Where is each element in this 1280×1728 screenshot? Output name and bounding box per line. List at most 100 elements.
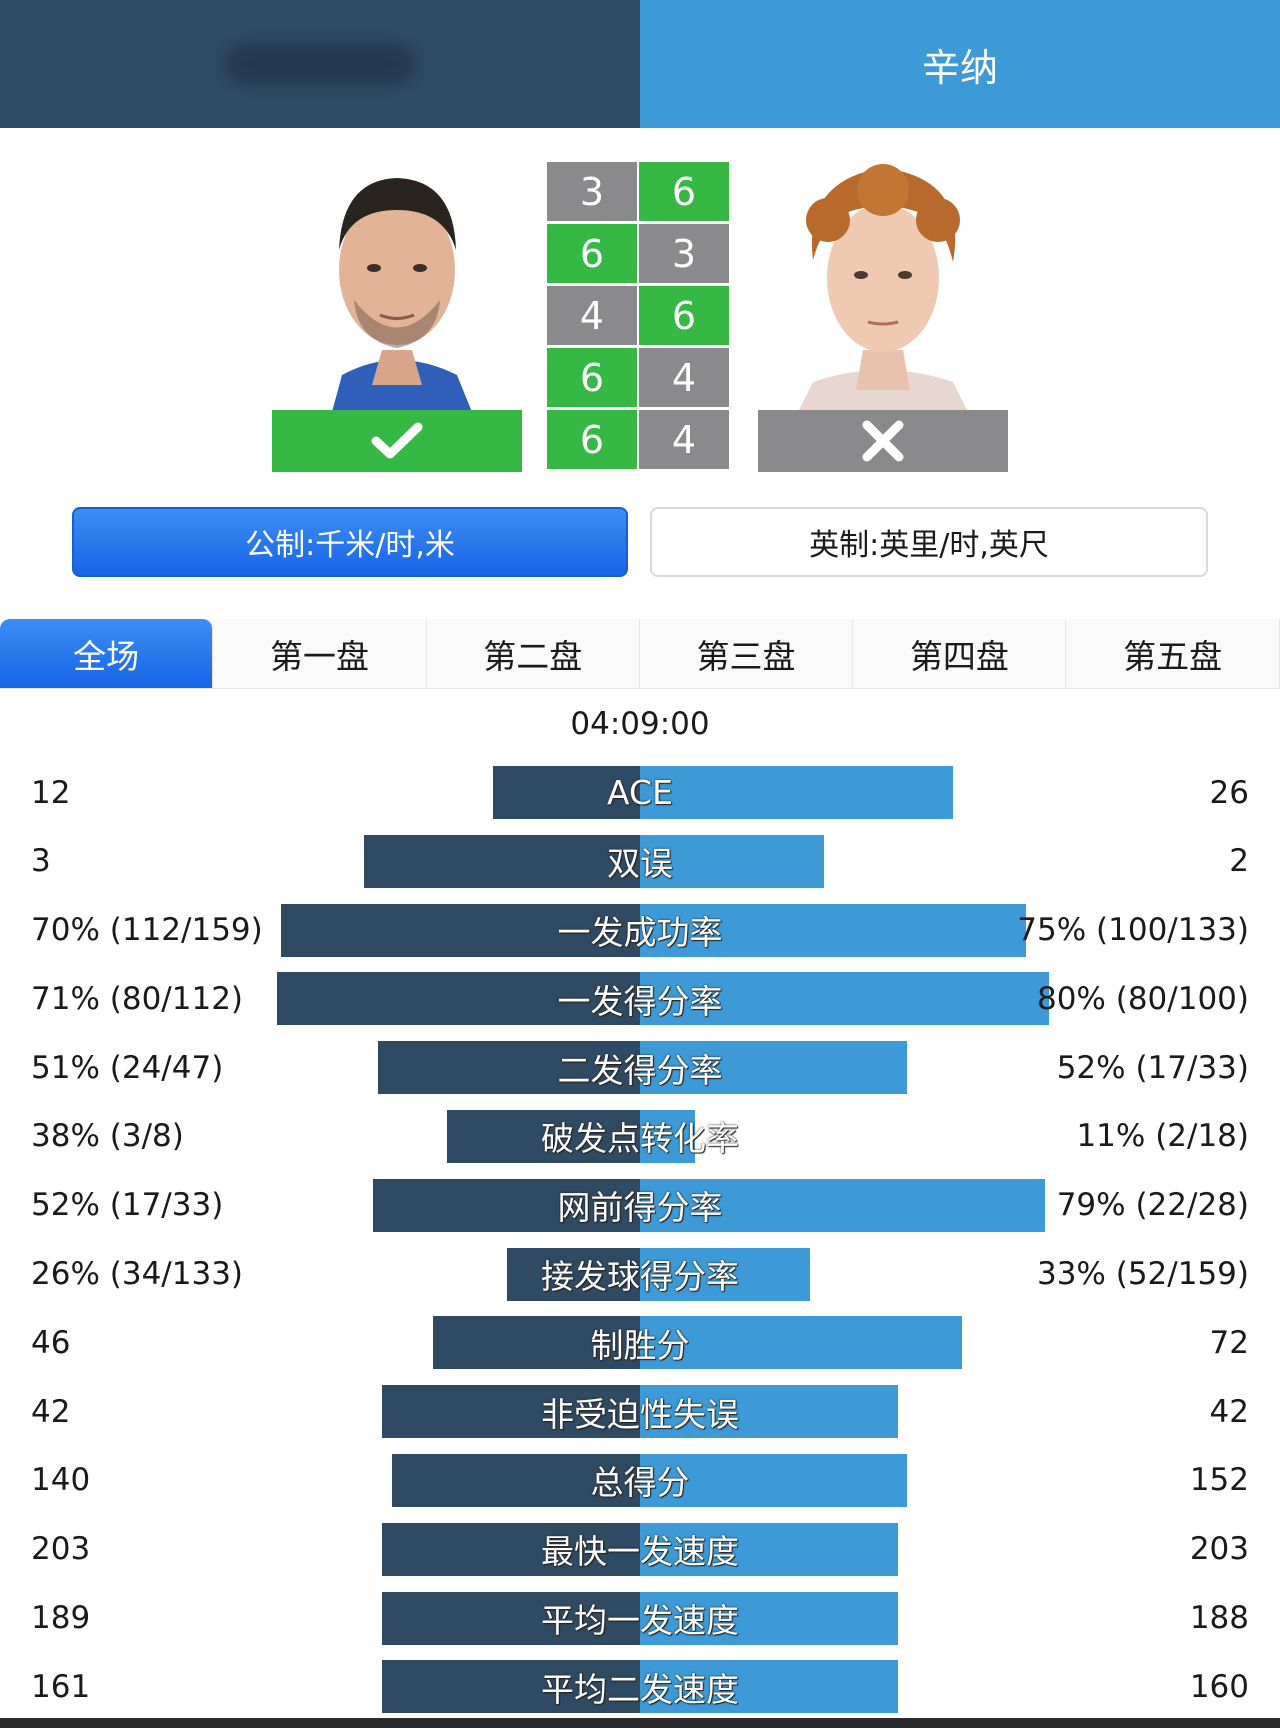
tab-2[interactable]: 第二盘 [426, 619, 640, 689]
cross-icon [862, 420, 904, 462]
stat-label: 破发点转化率 [541, 1119, 739, 1159]
stat-row: 161 160 平均二发速度 [0, 1654, 1280, 1723]
stat-value-left: 71% (80/112) [31, 980, 244, 1017]
tab-0[interactable]: 全场 [0, 619, 214, 689]
stat-bar-right [640, 1109, 695, 1163]
set-score-right: 4 [639, 410, 731, 469]
tab-1[interactable]: 第一盘 [213, 619, 427, 689]
tab-3[interactable]: 第三盘 [639, 619, 854, 689]
stat-row: 42 42 非受迫性失误 [0, 1379, 1280, 1448]
player-right-header: 辛纳 [640, 0, 1280, 128]
stat-row: 46 72 制胜分 [0, 1310, 1280, 1379]
stat-bar-left [277, 972, 640, 1026]
stat-label: 总得分 [590, 1463, 690, 1503]
stat-value-right: 160 [1189, 1668, 1249, 1705]
set-tabs: 全场 第一盘 第二盘 第三盘 第四盘 第五盘 [0, 619, 1280, 689]
stat-bar-left [364, 834, 640, 888]
stat-row: 70% (112/159) 75% (100/133) 一发成功率 [0, 898, 1280, 967]
stat-row: 203 203 最快一发速度 [0, 1517, 1280, 1586]
set-score-right: 6 [639, 162, 731, 221]
stat-bar-right [640, 903, 1026, 957]
match-duration: 04:09:00 [570, 706, 710, 742]
stat-value-left: 38% (3/8) [31, 1118, 184, 1155]
stat-value-left: 46 [31, 1324, 71, 1361]
stat-value-left: 3 [31, 843, 51, 880]
set-score-left: 6 [547, 224, 639, 283]
stat-value-right: 72 [1209, 1324, 1249, 1361]
stat-bar-left [507, 1247, 640, 1301]
stat-label: 双误 [607, 844, 673, 884]
stat-value-left: 140 [31, 1462, 91, 1499]
check-icon [371, 422, 423, 459]
stat-label: 最快一发速度 [541, 1532, 739, 1572]
stat-bar-right [640, 1453, 907, 1507]
stat-value-left: 26% (34/133) [31, 1256, 244, 1293]
stat-label: ACE [607, 773, 673, 812]
stat-label: 二发得分率 [557, 1050, 723, 1090]
stat-label: 网前得分率 [557, 1188, 723, 1228]
match-header: 辛纳 [0, 0, 1280, 128]
stat-value-left: 203 [31, 1531, 91, 1568]
stat-bar-right [640, 834, 824, 888]
stat-value-right: 75% (100/133) [1017, 912, 1249, 949]
stat-value-right: 26 [1209, 774, 1249, 811]
stat-bar-left [382, 1385, 640, 1439]
stat-value-right: 11% (2/18) [1076, 1118, 1249, 1155]
stat-label: 一发得分率 [557, 981, 723, 1021]
stats-table: 12 26 ACE 3 2 双误 70% (112/159) 75% (100/133) 一发成… [0, 760, 1280, 1723]
stat-value-right: 42 [1209, 1393, 1249, 1430]
stat-value-left: 51% (24/47) [31, 1049, 224, 1086]
set-score-right: 6 [639, 286, 731, 345]
set-score-right: 4 [639, 348, 731, 407]
stat-row: 38% (3/8) 11% (2/18) 破发点转化率 [0, 1104, 1280, 1173]
stat-value-right: 33% (52/159) [1036, 1256, 1249, 1293]
stat-bar-right [640, 972, 1049, 1026]
stat-bar-right [640, 1660, 898, 1714]
stat-row: 3 2 双误 [0, 829, 1280, 898]
stat-bar-left [382, 1522, 640, 1576]
stat-bar-right [640, 1385, 898, 1439]
stat-value-left: 189 [31, 1600, 91, 1637]
stat-value-left: 52% (17/33) [31, 1187, 224, 1224]
stat-bar-left [392, 1453, 640, 1507]
stat-value-left: 12 [31, 774, 71, 811]
stat-bar-left [373, 1178, 640, 1232]
metric-units-button[interactable]: 公制:千米/时,米 [72, 507, 628, 577]
player-left-header [0, 0, 640, 128]
stat-value-right: 80% (80/100) [1036, 980, 1249, 1017]
stat-row: 52% (17/33) 79% (22/28) 网前得分率 [0, 1173, 1280, 1242]
stat-label: 制胜分 [590, 1325, 690, 1365]
player-right-portrait-icon [758, 150, 1008, 412]
player-left-win-badge [272, 410, 522, 472]
stat-bar-left [447, 1109, 640, 1163]
player-right-photo [758, 150, 1008, 412]
stat-bar-right [640, 1522, 898, 1576]
stat-value-left: 42 [31, 1393, 71, 1430]
stat-row: 51% (24/47) 52% (17/33) 二发得分率 [0, 1035, 1280, 1104]
player-left-name-blurred [225, 44, 415, 84]
imperial-units-button[interactable]: 英制:英里/时,英尺 [650, 507, 1208, 577]
stat-row: 140 152 总得分 [0, 1448, 1280, 1517]
stat-value-right: 79% (22/28) [1056, 1187, 1249, 1224]
stat-bar-right [640, 1247, 810, 1301]
stat-value-right: 188 [1189, 1600, 1249, 1637]
player-right-name: 辛纳 [921, 45, 998, 90]
set-score-left: 6 [547, 410, 639, 469]
player-left-portrait-icon [272, 150, 522, 412]
tab-4[interactable]: 第四盘 [853, 619, 1067, 689]
set-score-right: 3 [639, 224, 731, 283]
tab-5[interactable]: 第五盘 [1066, 619, 1280, 689]
stat-label: 平均二发速度 [541, 1669, 739, 1709]
set-score-left: 6 [547, 348, 639, 407]
stat-value-right: 2 [1229, 843, 1249, 880]
stat-label: 接发球得分率 [541, 1257, 739, 1297]
stat-bar-right [640, 766, 953, 819]
set-score-left: 3 [547, 162, 639, 221]
stat-value-right: 203 [1189, 1531, 1249, 1568]
